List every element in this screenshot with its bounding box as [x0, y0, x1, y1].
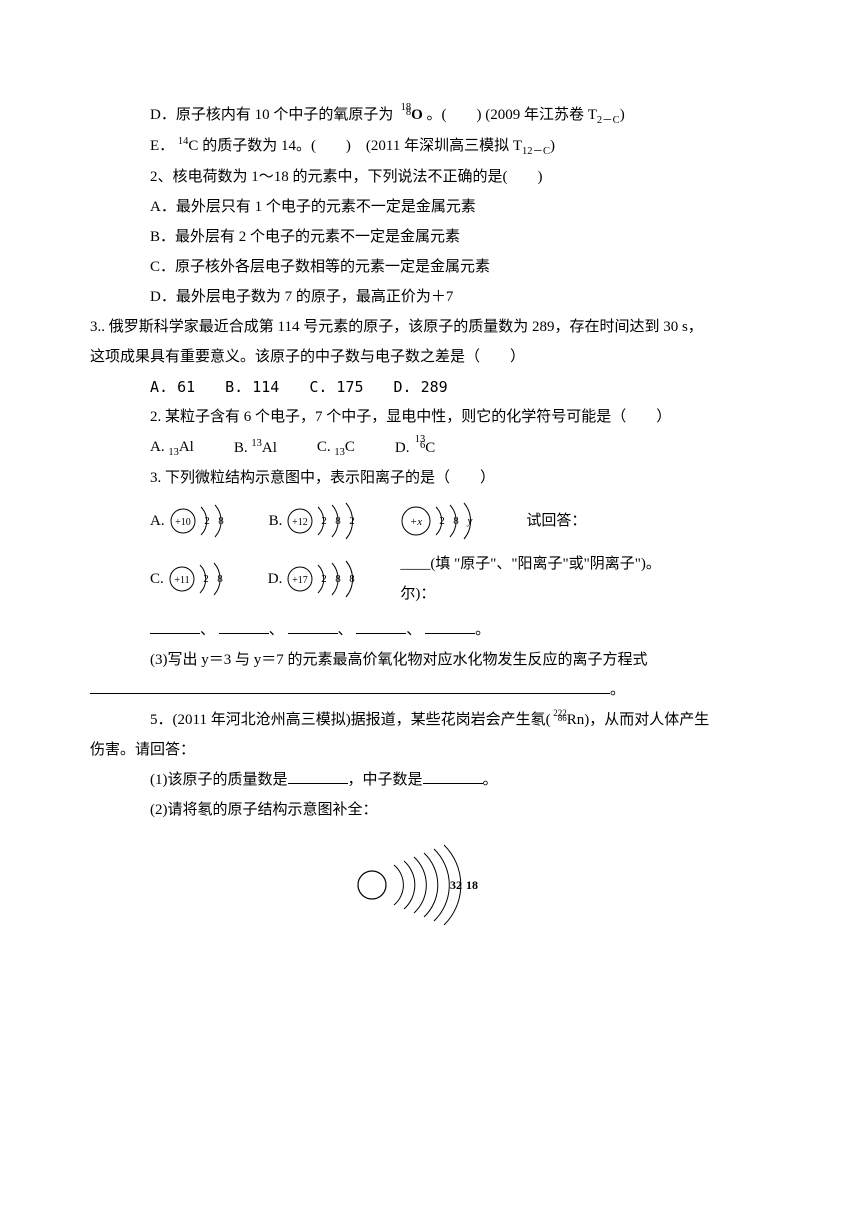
atom-diagram-b: +12 2 8 2 [286, 499, 370, 543]
q2-opt-d: D．最外层电子数为 7 的原子，最高正价为＋7 [90, 282, 770, 312]
svg-text:8: 8 [350, 573, 356, 585]
q3-opt-b: B. 114 [225, 372, 279, 402]
blank-1[interactable] [150, 618, 200, 634]
svg-text:+11: +11 [174, 575, 189, 586]
svg-text:2: 2 [322, 515, 328, 527]
isotope-rn: 22286Rn [551, 712, 585, 728]
atom-diagram-rn: 32 18 [350, 835, 510, 935]
diagram-row-1: A. +10 2 8 B. +12 2 8 2 [90, 499, 770, 543]
svg-text:2: 2 [440, 515, 446, 527]
svg-text:8: 8 [217, 573, 223, 585]
option-d-line: D．原子核内有 10 个中子的氧原子为 18 8 O 。( ) (2009 年江… [90, 100, 770, 131]
isotope-c14: 14C [178, 138, 202, 154]
q2b-opt-d: D. 13 6 C [395, 433, 435, 463]
q2b-options: A. 13Al B. 13Al C. 13C D. 13 6 C [90, 432, 770, 463]
q5-1: (1)该原子的质量数是，中子数是。 [90, 765, 770, 795]
q2b-opt-c: C. 13C [317, 432, 355, 463]
svg-text:2: 2 [350, 515, 356, 527]
svg-text:8: 8 [454, 515, 460, 527]
side-fill-line: ____(填 "原子"、"阳离子"或"阴离子")。 尔)： [400, 549, 770, 609]
svg-text:+10: +10 [175, 517, 191, 528]
svg-text:2: 2 [322, 573, 328, 585]
blank-5[interactable] [425, 618, 475, 634]
svg-text:+x: +x [410, 516, 422, 528]
svg-text:32: 32 [450, 878, 462, 892]
atom-diagram-x: +x 2 8 y [400, 499, 496, 543]
option-e-line: E． 14C 的质子数为 14。( ) (2011 年深圳高三模拟 T12－C) [90, 131, 770, 162]
page: D．原子核内有 10 个中子的氧原子为 18 8 O 。( ) (2009 年江… [0, 0, 860, 995]
q3c-blank-line: 。 [90, 675, 770, 705]
diagram-d: D. +17 2 8 8 [268, 557, 371, 601]
q2b-opt-a: A. 13Al [150, 432, 194, 463]
q2-opt-c: C．原子核外各层电子数相等的元素一定是金属元素 [90, 252, 770, 282]
mass-number-blank[interactable] [288, 768, 348, 784]
q3b-stem: 3. 下列微粒结构示意图中，表示阳离子的是（ ） [90, 463, 770, 493]
atom-diagram-c: +11 2 8 [168, 557, 238, 601]
q3-opt-c: C. 175 [309, 372, 363, 402]
q2-stem: 2、核电荷数为 1～18 的元素中，下列说法不正确的是( ) [90, 162, 770, 192]
atom-diagram-d: +17 2 8 8 [286, 557, 370, 601]
q2-opt-a: A．最外层只有 1 个电子的元素不一定是金属元素 [90, 192, 770, 222]
svg-text:8: 8 [336, 573, 342, 585]
q3-line2: 这项成果具有重要意义。该原子的中子数与电子数之差是（ ） [90, 342, 770, 372]
svg-text:2: 2 [204, 515, 210, 527]
q3-opt-d: D. 289 [394, 372, 448, 402]
q2b-stem: 2. 某粒子含有 6 个电子，7 个中子，显电中性，则它的化学符号可能是（ ） [90, 402, 770, 432]
svg-text:+17: +17 [293, 575, 309, 586]
q3-opt-a: A. 61 [150, 372, 195, 402]
q3-line1: 3.. 俄罗斯科学家最近合成第 114 号元素的原子，该原子的质量数为 289，… [90, 312, 770, 342]
q5-line2: 伤害。请回答： [90, 735, 770, 765]
option-d-text: D．原子核内有 10 个中子的氧原子为 [150, 107, 393, 123]
svg-text:18: 18 [466, 878, 478, 892]
diagram-a: A. +10 2 8 [150, 499, 239, 543]
svg-text:8: 8 [336, 515, 342, 527]
blank-3[interactable] [288, 618, 338, 634]
option-d-tail: 。( ) (2009 年江苏卷 T [427, 107, 597, 123]
equation-blank[interactable] [90, 678, 610, 694]
atom-diagram-a: +10 2 8 [169, 499, 239, 543]
isotope-o18: 18 8 O [397, 107, 426, 123]
q2b-opt-b: B. 13Al [234, 433, 277, 463]
side-answer: 试回答： [526, 506, 770, 536]
q2-opt-b: B．最外层有 2 个电子的元素不一定是金属元素 [90, 222, 770, 252]
q3c-stem: (3)写出 y＝3 与 y＝7 的元素最高价氧化物对应水化物发生反应的离子方程式 [90, 645, 770, 675]
diagram-b: B. +12 2 8 2 [269, 499, 371, 543]
blank-2[interactable] [219, 618, 269, 634]
blanks-row: 、 、 、 、 。 [90, 615, 770, 645]
q5-line1: 5．(2011 年河北沧州高三模拟)据报道，某些花岗岩会产生氡(22286Rn)… [90, 705, 770, 735]
svg-text:+12: +12 [293, 517, 309, 528]
neutron-blank[interactable] [423, 768, 483, 784]
diagram-c: C. +11 2 8 [150, 557, 238, 601]
diagram-row-2: C. +11 2 8 D. +17 2 8 8 [90, 549, 770, 609]
diagram-x: +x 2 8 y [400, 499, 496, 543]
svg-text:2: 2 [203, 573, 209, 585]
blank-4[interactable] [356, 618, 406, 634]
q5-2: (2)请将氡的原子结构示意图补全： [90, 795, 770, 825]
svg-text:8: 8 [218, 515, 224, 527]
rn-diagram-container: 32 18 [90, 835, 770, 935]
q3-options: A. 61 B. 114 C. 175 D. 289 [90, 372, 770, 402]
svg-text:y: y [467, 515, 473, 527]
